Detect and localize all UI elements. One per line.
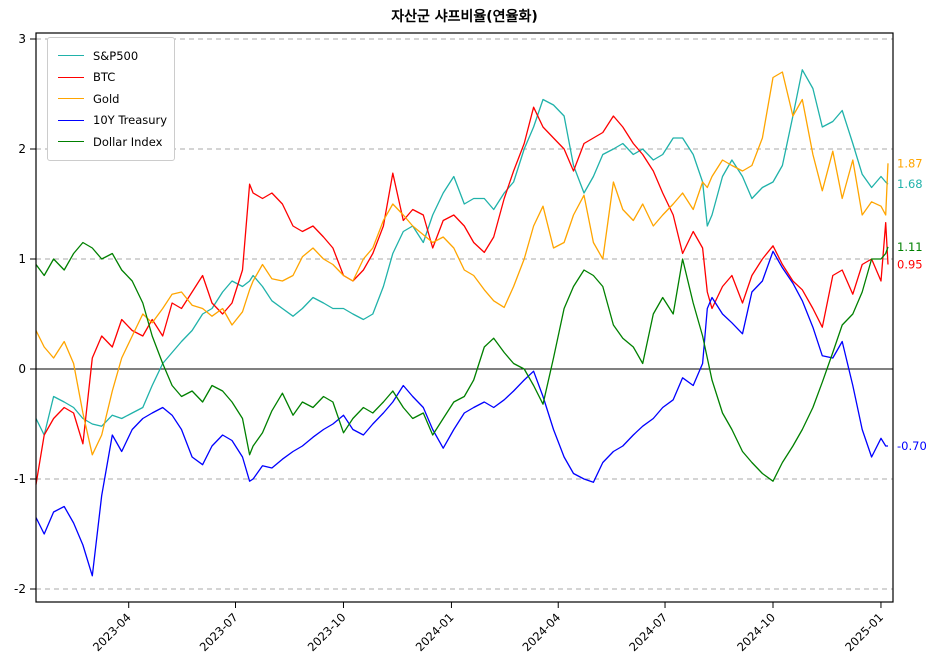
- legend-line-swatch: [58, 119, 84, 121]
- x-tick-label: 2024-04: [519, 610, 563, 654]
- legend-line-swatch: [58, 98, 84, 100]
- series-line-gold: [35, 71, 889, 456]
- x-tick-label: 2023-10: [305, 610, 349, 654]
- x-tick-label: 2024-07: [626, 610, 670, 654]
- legend-item-sp500: S&P500: [58, 45, 164, 67]
- legend-item-btc: BTC: [58, 67, 164, 89]
- end-label-s-p500: 1.68: [897, 177, 923, 191]
- legend-label: 10Y Treasury: [93, 113, 168, 128]
- x-tick-label: 2025-01: [842, 610, 886, 654]
- series-line-10y-treasury: [35, 250, 888, 577]
- series-line-s-p500: [35, 69, 889, 436]
- legend-item-10y-treasury: 10Y Treasury: [58, 110, 168, 132]
- y-tick-label: -1: [14, 472, 26, 486]
- legend-line-swatch: [58, 76, 84, 78]
- legend: S&P500 BTC Gold 10Y Treasury Dollar Inde…: [47, 37, 175, 161]
- y-tick-label: 3: [18, 32, 26, 46]
- legend-label: S&P500: [93, 48, 139, 63]
- legend-item-dollar-index: Dollar Index: [58, 131, 164, 153]
- end-label-btc: 0.95: [897, 258, 923, 272]
- x-tick-label: 2024-10: [734, 610, 778, 654]
- legend-line-swatch: [58, 55, 84, 57]
- y-tick-label: -2: [14, 582, 26, 596]
- series-line-dollar-index: [35, 241, 889, 482]
- y-tick-label: 0: [18, 362, 26, 376]
- legend-item-gold: Gold: [58, 88, 164, 110]
- x-tick-label: 2024-01: [413, 610, 457, 654]
- plot-border: [35, 32, 894, 603]
- y-tick-label: 1: [18, 252, 26, 266]
- y-tick-label: 2: [18, 142, 26, 156]
- x-tick-label: 2023-07: [197, 610, 241, 654]
- legend-line-swatch: [58, 141, 84, 143]
- series-line-btc: [35, 106, 889, 485]
- x-tick-label: 2023-04: [90, 610, 134, 654]
- end-label-gold: 1.87: [897, 156, 923, 170]
- chart-title: 자산군 샤프비율(연율화): [391, 9, 538, 25]
- end-label-10y-treasury: -0.70: [897, 439, 927, 453]
- end-label-dollar-index: 1.11: [897, 240, 923, 254]
- legend-label: BTC: [93, 70, 116, 85]
- legend-label: Dollar Index: [93, 134, 163, 149]
- legend-label: Gold: [93, 91, 120, 106]
